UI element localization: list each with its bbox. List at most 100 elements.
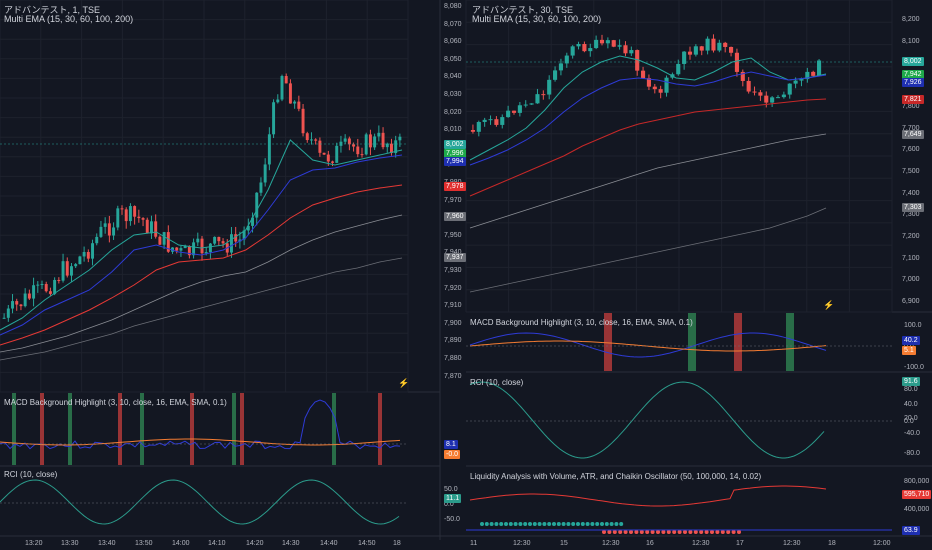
candle bbox=[175, 247, 179, 251]
right-liquidity-dot bbox=[566, 522, 571, 526]
right-liquidity-label: Liquidity Analysis with Volume, ATR, and… bbox=[470, 472, 762, 481]
left-indicator-label: Multi EMA (15, 30, 60, 100, 200) bbox=[4, 14, 134, 24]
candle bbox=[133, 206, 137, 217]
candle bbox=[82, 252, 86, 257]
left-ema100-line bbox=[0, 214, 403, 353]
right-liquidity-dot bbox=[672, 530, 677, 534]
right-price-tick: 7,300 bbox=[902, 211, 920, 219]
candle bbox=[564, 55, 569, 64]
candle bbox=[196, 238, 200, 243]
right-liquidity-dot bbox=[537, 522, 542, 526]
candle bbox=[629, 50, 634, 54]
candle bbox=[781, 94, 786, 98]
right-macd-badge: 40.2 bbox=[902, 336, 920, 345]
left-alert-icon[interactable]: ⚡ bbox=[398, 378, 410, 388]
right-liquidity-dot bbox=[683, 530, 687, 534]
right-time-tick: 16 bbox=[646, 540, 654, 547]
right-liquidity-dot bbox=[731, 530, 736, 534]
candle bbox=[343, 138, 347, 142]
candle bbox=[588, 48, 593, 52]
left-price-badge: 7,994 bbox=[444, 157, 466, 166]
candle bbox=[86, 252, 90, 259]
candle bbox=[523, 104, 528, 106]
candle bbox=[734, 52, 739, 72]
right-liquidity-dot bbox=[607, 530, 612, 534]
right-liquidity-dot bbox=[595, 522, 600, 526]
right-time-tick: 12:30 bbox=[783, 540, 801, 547]
candle bbox=[664, 77, 669, 93]
candle bbox=[553, 70, 558, 80]
candle bbox=[500, 117, 505, 125]
candle bbox=[15, 301, 19, 305]
candle bbox=[799, 79, 804, 81]
candle bbox=[717, 42, 722, 51]
left-macd-highlight bbox=[332, 393, 336, 465]
candle bbox=[582, 44, 587, 52]
right-macd-highlight bbox=[734, 313, 742, 371]
candle bbox=[27, 293, 31, 299]
candle bbox=[255, 192, 259, 218]
candle bbox=[605, 40, 610, 44]
left-rci-tick: -50.0 bbox=[444, 516, 460, 523]
left-time-tick: 13:30 bbox=[61, 540, 79, 547]
left-price-tick: 8,080 bbox=[444, 3, 462, 10]
candle bbox=[238, 239, 242, 242]
right-liquidity-dot bbox=[677, 530, 682, 534]
right-alert-icon[interactable]: ⚡ bbox=[823, 300, 835, 310]
right-time-tick: 12:30 bbox=[692, 540, 710, 547]
right-rci-line bbox=[469, 381, 825, 459]
candle bbox=[729, 46, 734, 53]
left-time-tick: 13:50 bbox=[135, 540, 153, 547]
candle bbox=[658, 89, 663, 93]
right-ema15-line bbox=[469, 55, 827, 161]
candle bbox=[6, 308, 10, 318]
left-signal-line bbox=[0, 438, 401, 446]
candle bbox=[263, 164, 267, 183]
left-rci-tick: 50.0 bbox=[444, 486, 458, 493]
right-price-tick: 7,400 bbox=[902, 189, 920, 197]
candle bbox=[154, 221, 158, 237]
candle bbox=[272, 102, 276, 135]
candle bbox=[352, 144, 356, 147]
right-rci-tick: 80.0 bbox=[904, 386, 918, 393]
right-liquidity-dot bbox=[590, 522, 595, 526]
candle bbox=[217, 236, 221, 242]
candle bbox=[204, 252, 208, 254]
candle bbox=[276, 99, 280, 103]
right-liquidity-dot bbox=[585, 522, 590, 526]
candle bbox=[699, 46, 704, 51]
candle bbox=[145, 219, 149, 234]
left-price-tick: 8,030 bbox=[444, 91, 462, 98]
candle bbox=[535, 94, 540, 104]
candle bbox=[2, 317, 6, 319]
right-macd-label: MACD Background Highlight (3, 10, close,… bbox=[470, 318, 693, 327]
candle bbox=[36, 284, 40, 286]
left-price-tick: 7,900 bbox=[444, 319, 462, 327]
candle bbox=[107, 223, 111, 236]
right-liquidity-dot bbox=[602, 530, 606, 534]
right-liquidity-dot bbox=[571, 522, 576, 526]
right-liquidity-dot bbox=[518, 522, 523, 526]
left-macd-highlight bbox=[378, 393, 382, 465]
left-macd-line bbox=[0, 399, 401, 450]
right-liquidity-line bbox=[469, 485, 827, 507]
candle bbox=[360, 154, 364, 156]
right-macd-line bbox=[469, 332, 827, 358]
left-rci-line bbox=[0, 479, 400, 525]
candle bbox=[326, 154, 330, 162]
right-liquidity-dot bbox=[666, 530, 671, 534]
candle bbox=[288, 83, 292, 104]
candle bbox=[124, 209, 128, 222]
right-liquidity-dot bbox=[600, 522, 604, 526]
candle bbox=[652, 86, 657, 90]
candle bbox=[775, 97, 781, 99]
right-liquidity-dot bbox=[720, 530, 725, 534]
candle bbox=[322, 152, 326, 155]
candle bbox=[805, 71, 810, 80]
candle bbox=[693, 46, 698, 55]
left-macd-badge: -0.0 bbox=[444, 450, 461, 459]
candle bbox=[793, 80, 798, 84]
candle bbox=[390, 143, 393, 154]
candle bbox=[150, 221, 153, 234]
